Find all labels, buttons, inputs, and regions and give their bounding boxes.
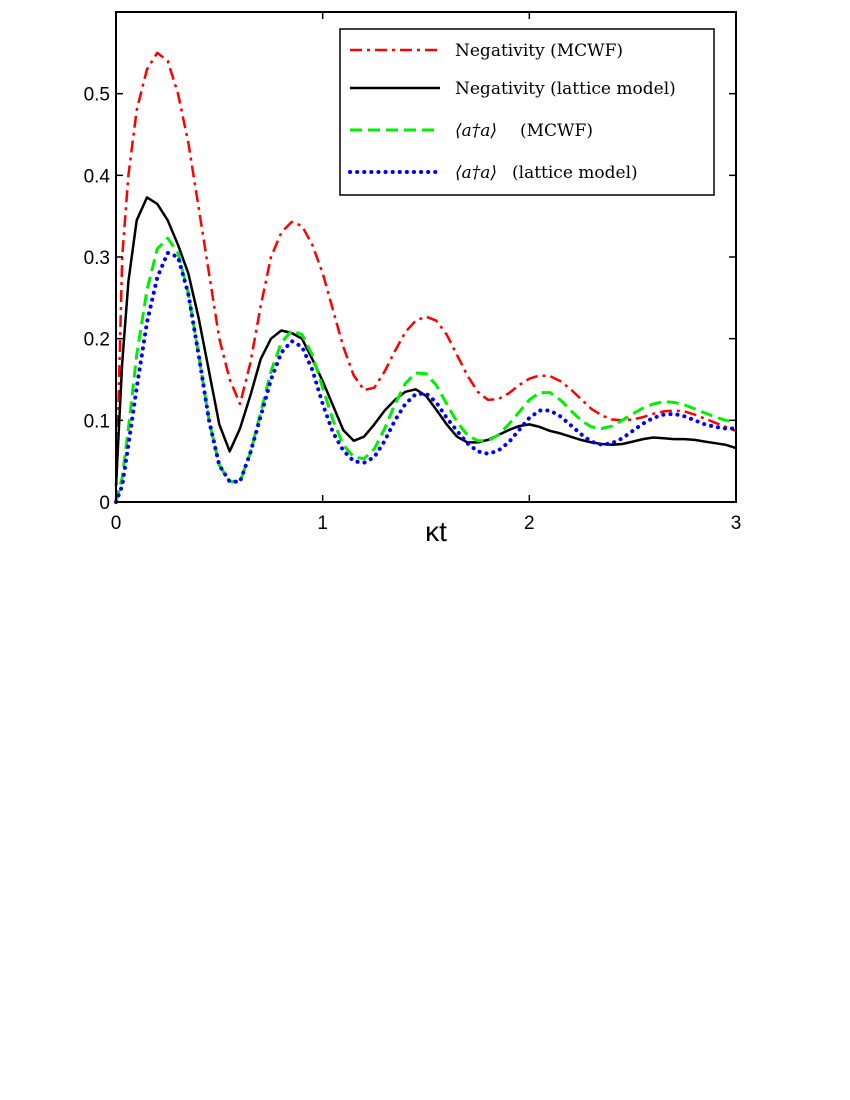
y-tick-label: 0 xyxy=(99,493,110,514)
ticks-layer: 0 1 2 3 0 0.1 0.2 0.3 0.4 0.5 xyxy=(84,12,742,534)
x-axis-label: κt xyxy=(425,516,447,547)
series-line-0 xyxy=(114,51,737,503)
x-tick-label: 0 xyxy=(111,513,122,534)
legend-math-ada-mcwf: ⟨a†a⟩ xyxy=(455,121,497,141)
y-tick-label: 0.1 xyxy=(84,411,110,432)
y-tick-label: 0.3 xyxy=(84,248,110,269)
legend-label-negativity-lattice: Negativity (lattice model) xyxy=(455,79,676,99)
series-layer xyxy=(114,51,738,504)
x-tick-label: 2 xyxy=(524,513,535,534)
x-tick-label: 3 xyxy=(731,513,742,534)
legend-label-negativity-mcwf: Negativity (MCWF) xyxy=(455,41,623,61)
legend-box xyxy=(339,28,715,196)
series-line-2 xyxy=(114,236,737,503)
legend-label-ada-mcwf: (MCWF) xyxy=(520,121,593,141)
y-tick-label: 0.5 xyxy=(84,85,110,106)
y-tick-label: 0.2 xyxy=(84,330,110,351)
series-line-3 xyxy=(114,250,738,504)
y-tick-label: 0.4 xyxy=(84,166,111,187)
x-tick-label: 1 xyxy=(317,513,328,534)
legend-label-ada-lattice: (lattice model) xyxy=(512,163,638,183)
legend-math-ada-lattice: ⟨a†a⟩ xyxy=(455,163,497,183)
legend: Negativity (MCWF) Negativity (lattice mo… xyxy=(339,28,715,196)
